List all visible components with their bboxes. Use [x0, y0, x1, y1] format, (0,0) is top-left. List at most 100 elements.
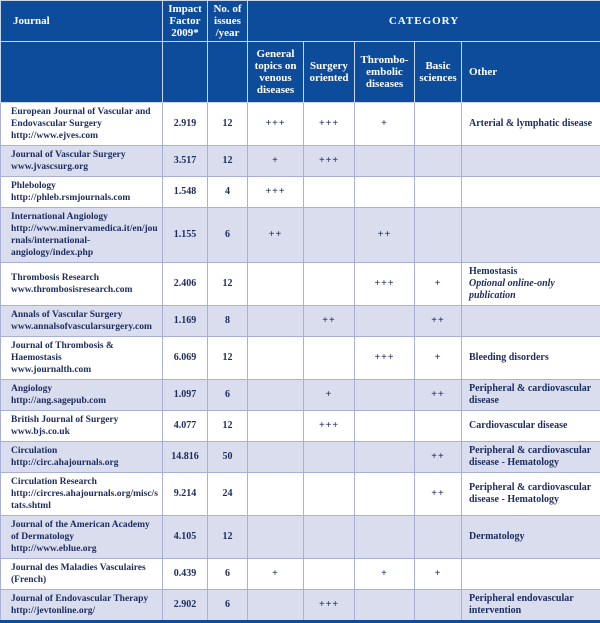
journal-name: British Journal of Surgery — [11, 414, 158, 426]
journal-name: Journal of Thrombosis & Haemostasis — [11, 340, 158, 364]
header-category: CATEGORY — [248, 1, 600, 42]
general-topics-cell — [248, 380, 304, 411]
basic-sciences-cell: ++ — [415, 306, 462, 337]
basic-sciences-cell: + — [415, 263, 462, 306]
other-text: Peripheral & cardiovascular disease - He… — [469, 482, 596, 506]
thromboembolic-cell — [355, 442, 415, 473]
header-issues: No. of issues /year — [208, 1, 248, 42]
other-cell: Dermatology — [462, 516, 600, 559]
issues-cell: 12 — [208, 411, 248, 442]
journal-name: Circulation Research — [11, 476, 158, 488]
impact-factor-cell: 1.155 — [163, 208, 208, 263]
journal-name: Journal des Maladies Vasculaires — [11, 562, 158, 574]
other-cell — [462, 306, 600, 337]
basic-sciences-cell — [415, 411, 462, 442]
surgery-cell: + — [304, 380, 355, 411]
thromboembolic-cell: ++ — [355, 208, 415, 263]
issues-cell: 8 — [208, 306, 248, 337]
impact-factor-cell: 0.439 — [163, 559, 208, 590]
surgery-cell: ++ — [304, 306, 355, 337]
journal-name: Phlebology — [11, 180, 158, 192]
issues-cell: 50 — [208, 442, 248, 473]
issues-cell: 6 — [208, 590, 248, 622]
journal-link: http://www.ejves.com — [11, 130, 158, 142]
thromboembolic-cell: + — [355, 559, 415, 590]
thromboembolic-cell — [355, 411, 415, 442]
thromboembolic-cell: +++ — [355, 263, 415, 306]
impact-factor-cell: 14.816 — [163, 442, 208, 473]
thromboembolic-cell — [355, 306, 415, 337]
other-text: Bleeding disorders — [469, 352, 596, 364]
issues-cell: 24 — [208, 473, 248, 516]
impact-factor-cell: 1.169 — [163, 306, 208, 337]
impact-factor-cell: 1.548 — [163, 177, 208, 208]
journal-link: www.jvascsurg.org — [11, 161, 158, 173]
thromboembolic-cell — [355, 590, 415, 622]
table-header: Journal Impact Factor 2009* No. of issue… — [1, 1, 600, 103]
thromboembolic-cell — [355, 516, 415, 559]
thromboembolic-cell: +++ — [355, 337, 415, 380]
journal-link: http://circres.ahajournals.org/misc/stat… — [11, 488, 158, 512]
other-cell: Bleeding disorders — [462, 337, 600, 380]
other-text: Arterial & lymphatic disease — [469, 118, 596, 130]
surgery-cell — [304, 337, 355, 380]
header-spacer-journal — [1, 42, 163, 103]
general-topics-cell — [248, 337, 304, 380]
subheader-thromboembolic: Thrombo-embolic diseases — [355, 42, 415, 103]
basic-sciences-cell — [415, 177, 462, 208]
impact-factor-cell: 2.406 — [163, 263, 208, 306]
subheader-basic-sciences: Basic sciences — [415, 42, 462, 103]
thromboembolic-cell — [355, 380, 415, 411]
table-row: Journal of the American Academy of Derma… — [1, 516, 600, 559]
journal-link: http://jevtonline.org/ — [11, 605, 158, 617]
impact-factor-cell: 4.105 — [163, 516, 208, 559]
surgery-cell — [304, 442, 355, 473]
journal-link: http://ang.sagepub.com — [11, 395, 158, 407]
table-row: Journal des Maladies Vasculaires(French)… — [1, 559, 600, 590]
thromboembolic-cell — [355, 146, 415, 177]
issues-cell: 12 — [208, 516, 248, 559]
impact-factor-cell: 2.919 — [163, 103, 208, 146]
basic-sciences-cell — [415, 590, 462, 622]
journal-link: http://circ.ahajournals.org — [11, 457, 158, 469]
header-impact-factor: Impact Factor 2009* — [163, 1, 208, 42]
journal-name: Thrombosis Research — [11, 272, 158, 284]
impact-factor-cell: 3.517 — [163, 146, 208, 177]
journal-name: Circulation — [11, 445, 158, 457]
journal-name: Journal of Vascular Surgery — [11, 149, 158, 161]
other-text: Dermatology — [469, 531, 596, 543]
basic-sciences-cell: + — [415, 337, 462, 380]
other-text: Peripheral & cardiovascular disease — [469, 383, 596, 407]
journal-name: European Journal of Vascular and Endovas… — [11, 106, 158, 130]
journal-link: www.thrombosisresearch.com — [11, 284, 158, 296]
journal-name: Journal of the American Academy of Derma… — [11, 519, 158, 543]
header-spacer-impact — [163, 42, 208, 103]
issues-cell: 12 — [208, 146, 248, 177]
other-text: Peripheral endovascular intervention — [469, 593, 596, 617]
other-cell: Cardiovascular disease — [462, 411, 600, 442]
impact-factor-cell: 9.214 — [163, 473, 208, 516]
issues-cell: 6 — [208, 559, 248, 590]
surgery-cell — [304, 516, 355, 559]
general-topics-cell — [248, 442, 304, 473]
basic-sciences-cell: ++ — [415, 442, 462, 473]
general-topics-cell: ++ — [248, 208, 304, 263]
surgery-cell: +++ — [304, 103, 355, 146]
journal-cell: Journal of the American Academy of Derma… — [1, 516, 163, 559]
other-cell: Peripheral endovascular intervention — [462, 590, 600, 622]
journal-link: www.journalth.com — [11, 364, 158, 376]
general-topics-cell — [248, 306, 304, 337]
other-cell: Peripheral & cardiovascular disease — [462, 380, 600, 411]
